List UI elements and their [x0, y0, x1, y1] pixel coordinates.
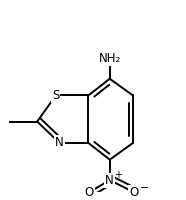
- Text: NH₂: NH₂: [99, 52, 121, 65]
- Text: O: O: [85, 186, 94, 199]
- Text: N: N: [55, 136, 64, 149]
- Text: +: +: [114, 170, 122, 180]
- Text: O: O: [129, 186, 139, 199]
- Text: −: −: [140, 183, 149, 193]
- Text: N: N: [105, 174, 114, 187]
- Text: S: S: [52, 89, 60, 102]
